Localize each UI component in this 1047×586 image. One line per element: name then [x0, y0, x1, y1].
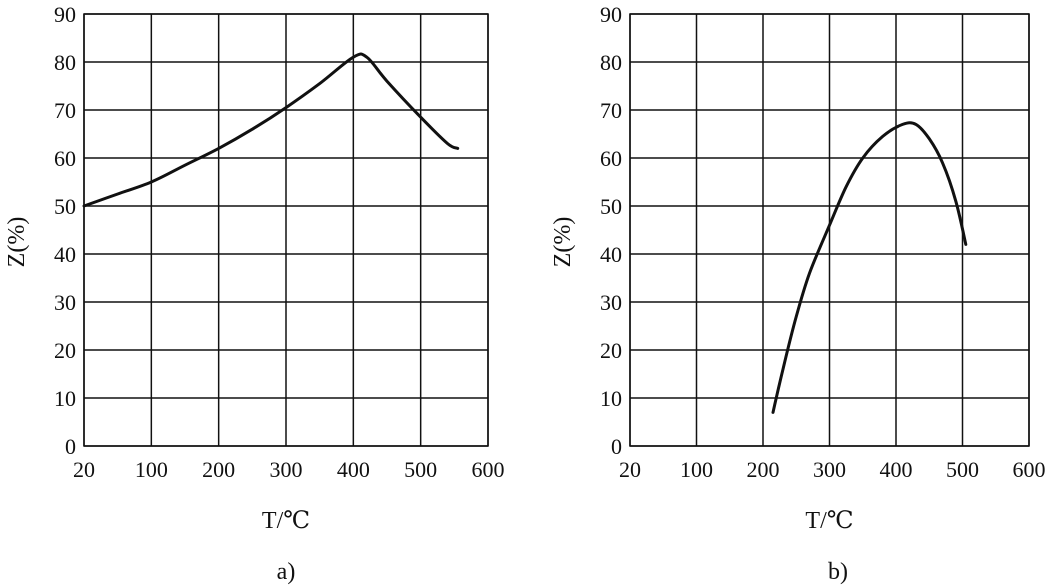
y-tick-label: 40	[600, 242, 622, 267]
y-tick-label: 0	[65, 434, 76, 459]
grid-b	[629, 13, 1030, 447]
y-tick-label: 50	[600, 194, 622, 219]
chart-panel-a: 0 10 20 30 40 50 60 70 80 90 20 100 200 300 400 500 600…	[4, 2, 505, 585]
grid-a	[83, 13, 489, 447]
x-tick-label: 200	[747, 457, 780, 482]
y-tick-label: 20	[600, 338, 622, 363]
panel-label-b: b)	[828, 559, 848, 585]
plot-frame-a	[83, 13, 489, 447]
y-tick-labels-a: 0 10 20 30 40 50 60 70 80 90	[54, 2, 76, 459]
x-tick-labels-b: 20 100 200 300 400 500 600	[619, 457, 1046, 482]
panel-label-a: a)	[277, 559, 296, 585]
y-tick-label: 10	[54, 386, 76, 411]
y-tick-label: 40	[54, 242, 76, 267]
chart-panel-b: 0 10 20 30 40 50 60 70 80 90 20 100 200 300 400 500 600…	[550, 2, 1046, 585]
x-tick-label: 600	[472, 457, 505, 482]
x-tick-label: 20	[73, 457, 95, 482]
x-tick-label: 400	[337, 457, 370, 482]
series-line-b	[771, 121, 968, 414]
x-tick-label: 200	[202, 457, 235, 482]
y-tick-label: 90	[600, 2, 622, 27]
y-axis-label-b: Z(%)	[550, 217, 576, 268]
y-tick-labels-b: 0 10 20 30 40 50 60 70 80 90	[600, 2, 622, 459]
plot-frame-b	[629, 13, 1030, 447]
x-tick-labels-a: 20 100 200 300 400 500 600	[73, 457, 505, 482]
x-axis-label-b: T/℃	[805, 508, 853, 534]
y-tick-label: 70	[54, 98, 76, 123]
series-line-a	[82, 52, 460, 208]
y-tick-label: 50	[54, 194, 76, 219]
y-tick-label: 10	[600, 386, 622, 411]
y-tick-label: 20	[54, 338, 76, 363]
y-tick-label: 90	[54, 2, 76, 27]
x-tick-label: 300	[813, 457, 846, 482]
y-tick-label: 80	[600, 50, 622, 75]
x-tick-label: 20	[619, 457, 641, 482]
y-tick-label: 0	[611, 434, 622, 459]
y-tick-label: 60	[54, 146, 76, 171]
y-tick-label: 80	[54, 50, 76, 75]
y-tick-label: 60	[600, 146, 622, 171]
y-tick-label: 30	[54, 290, 76, 315]
x-tick-label: 500	[946, 457, 979, 482]
x-tick-label: 300	[270, 457, 303, 482]
x-tick-label: 500	[404, 457, 437, 482]
y-axis-label-a: Z(%)	[4, 217, 30, 268]
y-tick-label: 70	[600, 98, 622, 123]
y-tick-label: 30	[600, 290, 622, 315]
x-tick-label: 100	[135, 457, 168, 482]
x-tick-label: 600	[1013, 457, 1046, 482]
x-tick-label: 100	[680, 457, 713, 482]
x-tick-label: 400	[880, 457, 913, 482]
x-axis-label-a: T/℃	[262, 508, 310, 534]
